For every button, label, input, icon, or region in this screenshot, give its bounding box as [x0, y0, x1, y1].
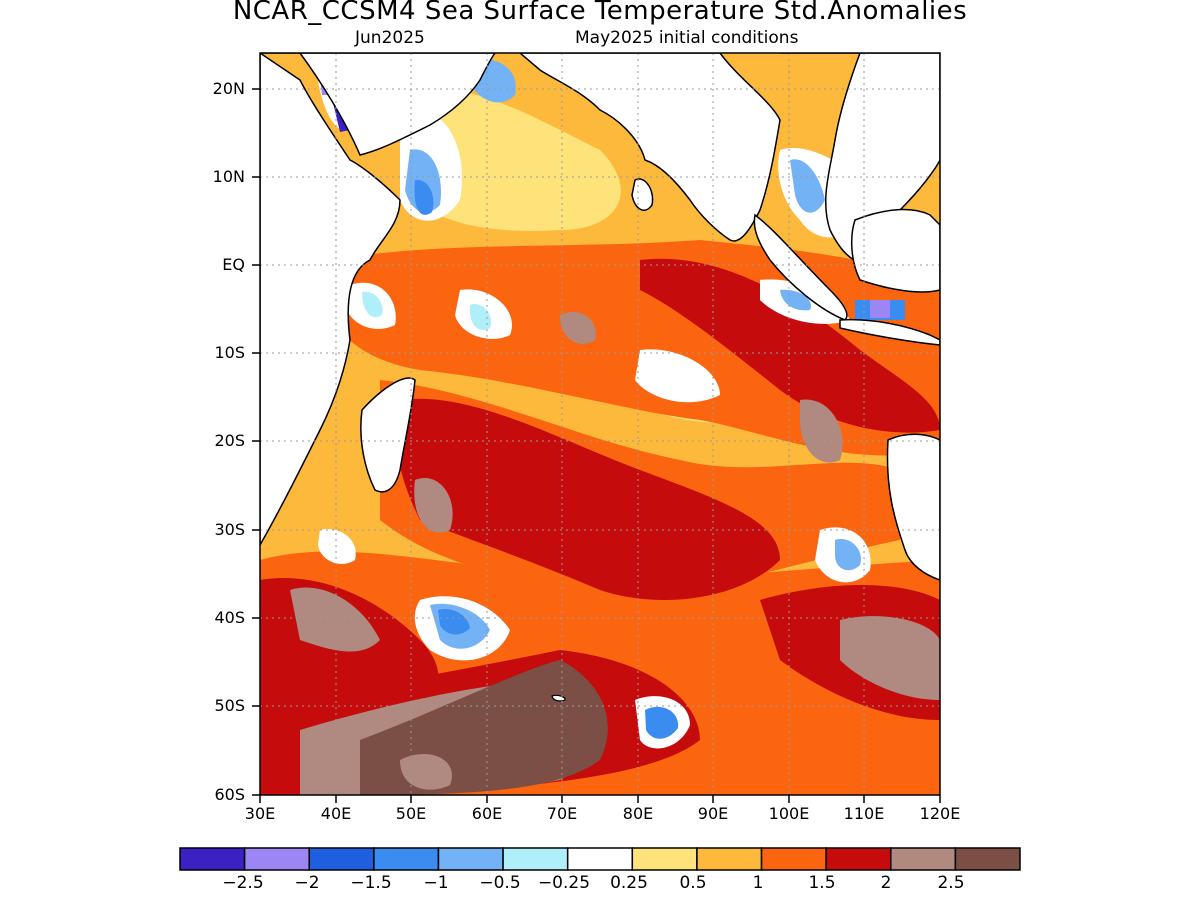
colorbar-label: −0.5: [479, 873, 521, 893]
anomaly-patch: [840, 616, 940, 700]
anomaly-patch: [790, 159, 825, 213]
lon-label: 110E: [843, 804, 885, 823]
anomaly-patch: [290, 587, 380, 652]
map-title: NCAR_CCSM4 Sea Surface Temperature Std.A…: [232, 0, 968, 26]
anomaly-patch: [414, 179, 434, 215]
lat-label: 10N: [212, 167, 245, 186]
lon-label: 120E: [919, 804, 961, 823]
colorbar-label: 2.5: [937, 873, 965, 893]
colorbar-swatch: [179, 847, 246, 871]
lat-label: EQ: [222, 255, 245, 274]
anomaly-patch: [645, 706, 679, 739]
land-masses: [260, 53, 940, 702]
colorbar-label: 0.25: [610, 873, 648, 893]
anomaly-patch: [635, 349, 720, 403]
lat-label: 20N: [212, 79, 245, 98]
graticule: [260, 53, 940, 795]
colorbar-swatch: [954, 847, 1021, 871]
anomaly-patch: [640, 258, 940, 433]
colorbar-swatch: [502, 847, 569, 871]
anomaly-patch: [362, 291, 383, 318]
colorbar-swatch: [825, 847, 892, 871]
colorbar-swatch: [437, 847, 504, 871]
anomaly-patch: [560, 311, 596, 344]
colorbar-label: −2: [294, 873, 320, 893]
colorbar-label: 2: [880, 873, 892, 893]
colorbar-label: 1: [752, 873, 764, 893]
colorbar-swatch: [890, 847, 957, 871]
anomaly-patch: [396, 398, 780, 600]
lat-label: 40S: [214, 608, 245, 627]
axis-ticks: [252, 88, 941, 803]
colorbar-label: −1.5: [350, 873, 392, 893]
anomaly-patch: [835, 539, 861, 571]
anomaly-patch: [400, 754, 452, 790]
borneo: [850, 208, 940, 293]
anomaly-patch: [780, 289, 811, 311]
colorbar-label: −1: [423, 873, 449, 893]
colorbar-swatch: [760, 847, 827, 871]
lon-label: 30E: [244, 804, 276, 823]
lon-label: 90E: [697, 804, 729, 823]
south-asia: [518, 53, 781, 242]
lat-label: 10S: [214, 343, 245, 362]
colorbar-swatch: [631, 847, 698, 871]
forecast-month: Jun2025: [355, 28, 425, 48]
sst-anomaly-field: [260, 53, 940, 795]
australia: [886, 433, 940, 581]
anomaly-patch: [438, 609, 470, 635]
lon-label: 70E: [546, 804, 578, 823]
colorbar-swatch: [243, 847, 310, 871]
colorbar-swatch: [696, 847, 763, 871]
initial-conditions-note: May2025 initial conditions: [575, 28, 799, 48]
colorbar: [179, 847, 1021, 871]
map-frame: [259, 52, 941, 796]
madagascar: [360, 377, 416, 493]
colorbar-swatch: [308, 847, 375, 871]
lon-label: 80E: [622, 804, 654, 823]
sri-lanka: [631, 178, 654, 211]
colorbar-label: −0.25: [537, 873, 591, 893]
colorbar-label: 0.5: [679, 873, 707, 893]
colorbar-swatch: [373, 847, 440, 871]
lat-label: 50S: [214, 696, 245, 715]
anomaly-patch: [414, 478, 453, 533]
colorbar-swatch: [566, 847, 634, 871]
lon-label: 60E: [471, 804, 503, 823]
anomaly-patch: [870, 300, 890, 318]
anomaly-patch: [318, 529, 356, 565]
lat-label: 30S: [214, 520, 245, 539]
colorbar-label: −2.5: [222, 873, 264, 893]
lon-label: 100E: [768, 804, 810, 823]
lon-label: 50E: [395, 804, 427, 823]
anomaly-patch: [469, 304, 492, 330]
lat-label: 20S: [214, 431, 245, 450]
anomaly-patch: [800, 399, 843, 463]
africa-arabia: [260, 53, 496, 547]
java: [839, 318, 940, 346]
colorbar-label: 1.5: [808, 873, 836, 893]
lon-label: 40E: [320, 804, 352, 823]
lat-label: 60S: [214, 785, 245, 804]
